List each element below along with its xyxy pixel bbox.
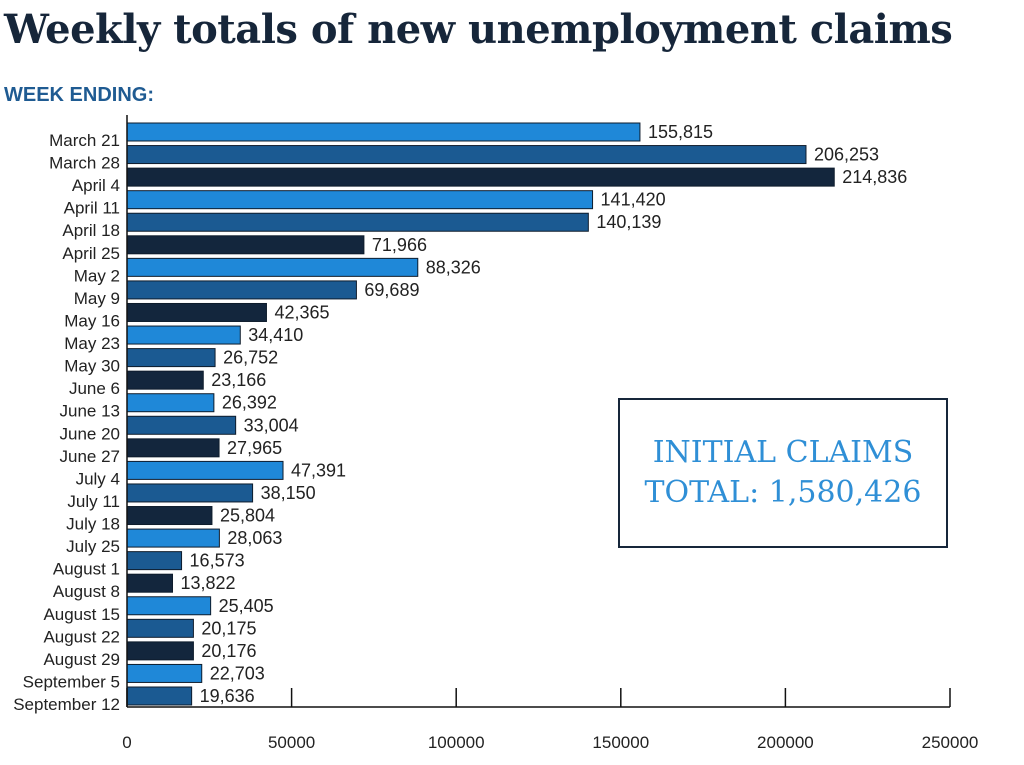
value-label: 26,392	[222, 393, 277, 413]
category-label: August 8	[53, 582, 120, 601]
value-label: 141,420	[601, 190, 666, 210]
value-label: 20,175	[201, 618, 256, 638]
bar	[126, 686, 193, 706]
category-label: July 4	[76, 469, 120, 488]
category-label: April 18	[62, 221, 120, 240]
bar	[126, 122, 641, 142]
x-tick-label: 100000	[428, 733, 485, 752]
bar	[126, 257, 419, 277]
category-label: September 12	[13, 695, 120, 714]
bar	[126, 506, 213, 526]
bar	[126, 325, 241, 345]
value-label: 27,965	[227, 438, 282, 458]
callout-line-1: INITIAL CLAIMS	[652, 435, 914, 470]
category-label: March 28	[49, 154, 120, 173]
value-label: 13,822	[181, 573, 236, 593]
category-label: April 4	[72, 176, 120, 195]
bar	[126, 483, 254, 503]
category-label: July 25	[66, 537, 120, 556]
category-label: May 16	[64, 311, 120, 330]
value-label: 22,703	[210, 663, 265, 683]
x-tick-label: 50000	[268, 733, 315, 752]
value-label: 34,410	[248, 325, 303, 345]
x-tick-label: 0	[122, 733, 131, 752]
category-label: June 6	[69, 379, 120, 398]
bar	[126, 190, 594, 210]
category-label: June 13	[60, 402, 121, 421]
bar	[126, 370, 204, 390]
category-label: March 21	[49, 131, 120, 150]
bar	[126, 302, 267, 322]
bar	[126, 551, 183, 571]
value-label: 38,150	[261, 483, 316, 503]
category-label: May 23	[64, 334, 120, 353]
value-label: 25,405	[219, 596, 274, 616]
value-label: 71,966	[372, 235, 427, 255]
bar	[126, 393, 215, 413]
category-label: September 5	[23, 672, 120, 691]
value-label: 23,166	[211, 370, 266, 390]
value-label: 206,253	[814, 145, 879, 165]
bar	[126, 235, 365, 255]
bar	[126, 280, 357, 300]
x-tick-label: 150000	[592, 733, 649, 752]
value-label: 47,391	[291, 460, 346, 480]
category-label: April 25	[62, 244, 120, 263]
bar	[126, 348, 216, 368]
chart-title: Weekly totals of new unemployment claims	[4, 6, 953, 53]
bar	[126, 167, 835, 187]
x-tick-label: 250000	[922, 733, 979, 752]
value-label: 88,326	[426, 257, 481, 277]
category-label: August 15	[43, 605, 120, 624]
bar	[126, 528, 220, 548]
category-label: July 11	[67, 492, 120, 511]
value-label: 16,573	[190, 551, 245, 571]
bar	[126, 596, 212, 616]
category-label: June 20	[60, 424, 121, 443]
bar	[126, 212, 589, 232]
value-label: 26,752	[223, 348, 278, 368]
bar	[126, 460, 284, 480]
value-label: 140,139	[596, 212, 661, 232]
category-label: August 1	[53, 560, 120, 579]
callout-line-2: TOTAL: 1,580,426	[644, 475, 922, 510]
value-label: 155,815	[648, 122, 713, 142]
value-label: 28,063	[227, 528, 282, 548]
value-label: 69,689	[364, 280, 419, 300]
category-label: August 22	[43, 627, 120, 646]
bar	[126, 641, 194, 661]
category-label: April 11	[64, 199, 120, 218]
bar	[126, 663, 203, 683]
bar	[126, 438, 220, 458]
bar	[126, 618, 194, 638]
category-label: May 30	[64, 357, 120, 376]
value-label: 25,804	[220, 506, 275, 526]
value-label: 20,176	[201, 641, 256, 661]
y-axis-label: WEEK ENDING:	[4, 84, 154, 106]
category-label: May 2	[74, 266, 120, 285]
total-callout: INITIAL CLAIMS TOTAL: 1,580,426	[618, 398, 948, 548]
value-label: 19,636	[200, 686, 255, 706]
category-label: May 9	[74, 289, 120, 308]
bar	[126, 573, 174, 593]
value-label: 42,365	[274, 302, 329, 322]
bar	[126, 415, 237, 435]
value-label: 214,836	[842, 167, 907, 187]
value-label: 33,004	[244, 415, 299, 435]
category-label: June 27	[60, 447, 121, 466]
x-tick-label: 200000	[757, 733, 814, 752]
category-label: August 29	[43, 650, 120, 669]
category-label: July 18	[66, 515, 120, 534]
bar	[126, 145, 807, 165]
